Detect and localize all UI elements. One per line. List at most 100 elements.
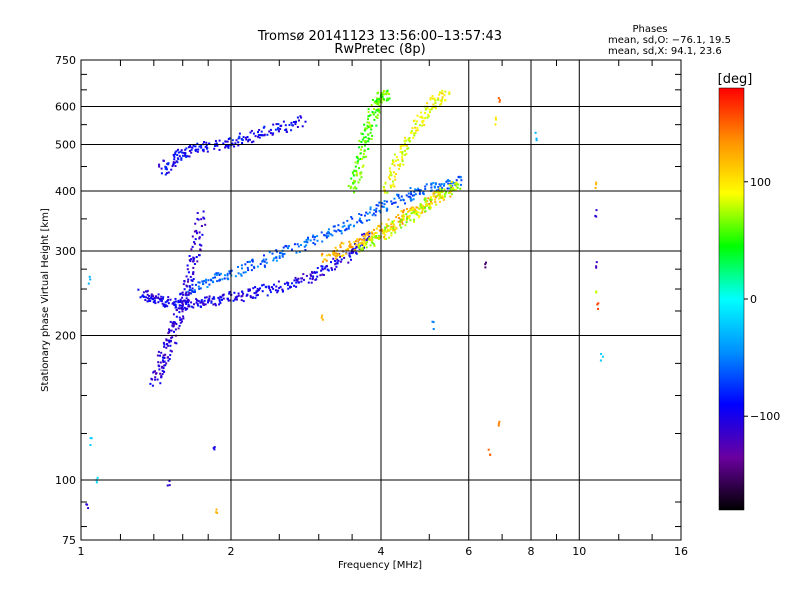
data-point bbox=[392, 171, 395, 174]
data-point bbox=[358, 178, 361, 181]
data-point bbox=[452, 181, 454, 184]
data-point bbox=[190, 279, 193, 282]
data-point bbox=[455, 181, 458, 184]
data-point bbox=[174, 165, 177, 167]
data-point bbox=[398, 196, 401, 199]
data-point bbox=[361, 145, 363, 148]
data-point bbox=[264, 265, 266, 268]
data-point bbox=[226, 145, 229, 148]
data-point bbox=[377, 101, 380, 104]
data-point bbox=[205, 296, 208, 299]
data-point bbox=[401, 156, 404, 159]
data-point bbox=[372, 233, 375, 236]
data-point bbox=[214, 145, 216, 147]
data-point bbox=[275, 285, 278, 288]
data-point bbox=[164, 165, 167, 168]
data-point bbox=[297, 245, 300, 248]
data-point bbox=[327, 235, 330, 238]
data-point bbox=[198, 243, 201, 246]
data-point bbox=[167, 296, 170, 299]
data-point bbox=[422, 119, 425, 122]
data-point bbox=[328, 228, 330, 231]
data-point bbox=[337, 259, 340, 262]
data-point bbox=[189, 145, 192, 148]
data-point bbox=[352, 187, 355, 190]
data-point bbox=[186, 300, 189, 303]
data-point bbox=[355, 245, 358, 248]
data-point bbox=[381, 97, 384, 100]
x-tick-label: 4 bbox=[378, 545, 385, 558]
data-point bbox=[372, 212, 375, 215]
data-point bbox=[202, 148, 205, 151]
data-point bbox=[450, 185, 453, 187]
data-point bbox=[247, 288, 250, 291]
data-point bbox=[229, 272, 232, 275]
data-point bbox=[397, 195, 400, 198]
data-point bbox=[383, 93, 386, 96]
data-point bbox=[188, 255, 191, 257]
data-point bbox=[389, 171, 392, 174]
colorbar-tick-label: 100 bbox=[750, 176, 771, 189]
data-point bbox=[220, 296, 223, 299]
data-point bbox=[245, 138, 248, 141]
data-point bbox=[379, 101, 381, 104]
data-point bbox=[187, 293, 190, 296]
data-point bbox=[367, 108, 370, 111]
data-point bbox=[213, 273, 216, 276]
y-tick-label: 400 bbox=[55, 185, 76, 198]
data-point bbox=[364, 214, 366, 217]
data-point bbox=[401, 151, 404, 154]
data-point bbox=[178, 316, 181, 319]
data-point bbox=[204, 223, 207, 226]
data-point bbox=[338, 254, 340, 257]
data-point bbox=[386, 91, 389, 94]
data-point bbox=[187, 305, 190, 308]
data-point bbox=[424, 117, 426, 120]
data-point bbox=[184, 154, 186, 157]
data-point bbox=[224, 146, 227, 149]
data-point bbox=[174, 303, 177, 306]
data-point bbox=[280, 252, 283, 255]
data-point bbox=[334, 268, 336, 271]
data-point bbox=[406, 215, 409, 218]
data-point bbox=[321, 268, 324, 271]
data-point bbox=[413, 220, 415, 223]
data-point bbox=[434, 186, 436, 189]
data-point bbox=[356, 221, 359, 224]
data-point bbox=[373, 209, 376, 212]
data-point bbox=[195, 301, 198, 304]
data-point bbox=[414, 208, 416, 211]
data-point bbox=[392, 227, 395, 230]
data-point bbox=[535, 137, 538, 140]
data-point bbox=[180, 306, 183, 309]
data-point bbox=[408, 214, 411, 217]
data-point bbox=[356, 160, 359, 163]
data-point bbox=[159, 354, 161, 357]
data-point bbox=[385, 99, 388, 102]
data-point bbox=[247, 138, 250, 141]
data-point bbox=[236, 295, 239, 298]
data-point bbox=[388, 229, 391, 232]
data-point bbox=[329, 233, 332, 236]
data-point bbox=[364, 241, 367, 244]
data-point bbox=[441, 89, 444, 92]
data-point bbox=[405, 152, 408, 155]
data-point bbox=[244, 263, 247, 266]
data-point bbox=[173, 158, 176, 161]
data-point bbox=[353, 191, 356, 194]
data-point bbox=[390, 200, 393, 203]
data-point bbox=[199, 249, 202, 251]
data-point bbox=[194, 149, 197, 151]
data-point bbox=[387, 176, 390, 179]
data-point bbox=[324, 266, 327, 269]
data-point bbox=[367, 111, 370, 113]
data-point bbox=[223, 277, 226, 280]
data-point bbox=[255, 291, 258, 294]
data-point bbox=[259, 263, 262, 265]
data-point bbox=[283, 282, 286, 285]
data-point bbox=[378, 229, 381, 232]
data-point bbox=[446, 187, 449, 190]
data-point bbox=[361, 241, 363, 244]
data-point bbox=[246, 261, 249, 263]
data-point bbox=[401, 222, 404, 225]
